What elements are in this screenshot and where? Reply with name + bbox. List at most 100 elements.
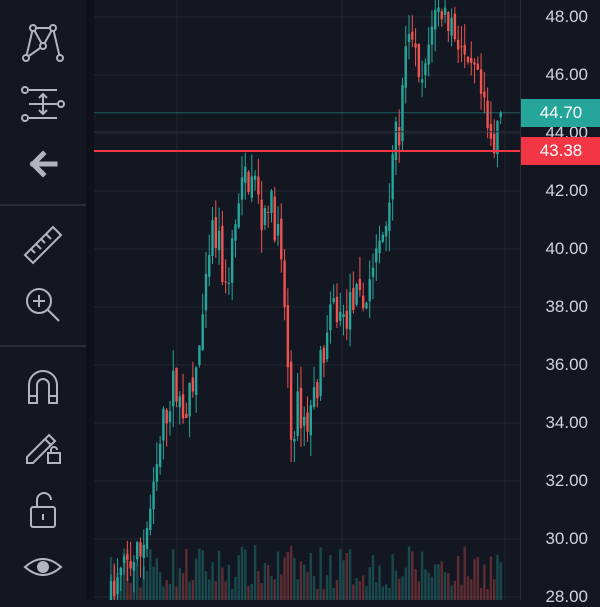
- candle-up: [136, 542, 139, 560]
- volume-bar: [142, 566, 145, 600]
- candle-up: [407, 33, 411, 42]
- candle-down: [267, 211, 270, 213]
- volume-bar: [155, 558, 159, 600]
- volume-bar: [122, 548, 126, 600]
- candle-up: [188, 382, 191, 417]
- candle-up: [263, 208, 267, 226]
- volume-bar: [237, 555, 240, 600]
- volume-bar: [414, 568, 417, 600]
- volume-bar: [332, 587, 335, 600]
- volume-bar: [476, 556, 479, 600]
- volume-bar: [132, 564, 136, 600]
- price-tick-label: 46.00: [545, 65, 588, 84]
- zoom-in-icon[interactable]: [13, 280, 73, 330]
- pattern-tool-icon[interactable]: [13, 17, 73, 67]
- candle-up: [427, 44, 430, 65]
- ruler-icon[interactable]: [13, 220, 73, 270]
- candle-up: [276, 224, 280, 236]
- price-tick-label: 42.00: [545, 181, 588, 200]
- volume-bar: [201, 550, 204, 600]
- candle-down: [185, 413, 188, 419]
- candle-up: [109, 581, 113, 603]
- candle-up: [381, 234, 385, 242]
- candle-down: [126, 554, 129, 560]
- candle-up: [325, 332, 329, 360]
- candle-down: [129, 561, 132, 569]
- candle-up: [394, 121, 398, 161]
- candle-up: [312, 387, 316, 408]
- pencil-lock-icon[interactable]: [13, 420, 73, 470]
- price-tick-label: 34.00: [545, 413, 588, 432]
- chart-canvas[interactable]: [94, 0, 520, 607]
- candle-down: [476, 63, 479, 70]
- volume-bar: [217, 550, 221, 600]
- volume-bar: [204, 571, 208, 600]
- volume-bar: [152, 566, 155, 600]
- volume-bar: [240, 546, 244, 600]
- volume-bar: [181, 573, 185, 600]
- volume-bar: [355, 578, 358, 600]
- candle-up: [162, 408, 165, 441]
- candle-down: [358, 278, 362, 291]
- volume-bar: [450, 585, 453, 600]
- candle-up: [391, 154, 394, 200]
- candle-up: [443, 7, 447, 15]
- candle-up: [240, 177, 244, 200]
- candle-up: [168, 411, 172, 422]
- candle-up: [293, 438, 296, 442]
- volume-bar: [434, 564, 437, 600]
- candle-down: [414, 43, 417, 48]
- volume-bar: [361, 575, 365, 600]
- toolbar-separator: [86, 0, 94, 600]
- long-position-tool-icon[interactable]: [13, 79, 73, 129]
- price-tick-label: 38.00: [545, 297, 588, 316]
- volume-bar: [411, 551, 414, 600]
- current-price-tag: 44.70: [521, 98, 600, 127]
- candlestick-chart[interactable]: [94, 0, 520, 607]
- candle-up: [204, 273, 208, 311]
- candle-up: [253, 175, 257, 180]
- magnet-icon[interactable]: [13, 362, 73, 412]
- volume-bar: [460, 584, 463, 600]
- candle-down: [473, 62, 476, 65]
- volume-bar: [453, 580, 457, 600]
- candle-down: [398, 127, 401, 146]
- volume-bar: [276, 551, 280, 600]
- candle-up: [371, 267, 375, 277]
- eye-icon[interactable]: [13, 542, 73, 592]
- volume-bar: [224, 581, 227, 600]
- candle-up: [234, 224, 237, 241]
- volume-bar: [417, 581, 421, 600]
- candle-up: [355, 284, 358, 305]
- volume-bar: [424, 569, 427, 600]
- back-arrow-icon[interactable]: [13, 139, 73, 189]
- price-tick-label: 32.00: [545, 471, 588, 490]
- volume-bar: [188, 581, 191, 600]
- volume-bar: [499, 562, 502, 600]
- candle-down: [492, 133, 496, 154]
- candle-up: [149, 508, 152, 531]
- candle-down: [139, 542, 142, 557]
- volume-bar: [325, 575, 329, 600]
- candle-down: [345, 310, 348, 329]
- lock-icon[interactable]: [13, 484, 73, 534]
- candle-up: [404, 46, 407, 88]
- volume-bar: [296, 579, 299, 600]
- candle-down: [299, 387, 303, 429]
- candle-down: [181, 394, 185, 419]
- candle-up: [329, 304, 332, 331]
- candle-up: [178, 396, 181, 408]
- candle-down: [260, 199, 263, 231]
- volume-bar: [463, 546, 466, 600]
- price-scale[interactable]: 48.00 46.00 44.00 42.00 40.00 38.00 36.00 34.00…: [520, 0, 600, 606]
- volume-bar: [388, 588, 391, 600]
- candle-up: [332, 298, 335, 302]
- volume-bar: [378, 565, 381, 600]
- candle-up: [499, 112, 502, 118]
- volume-bar: [437, 564, 440, 600]
- volume-bar: [247, 586, 250, 600]
- volume-bar: [368, 567, 371, 600]
- price-tick-label: 36.00: [545, 355, 588, 374]
- volume-bar: [260, 583, 263, 600]
- candle-up: [194, 367, 198, 395]
